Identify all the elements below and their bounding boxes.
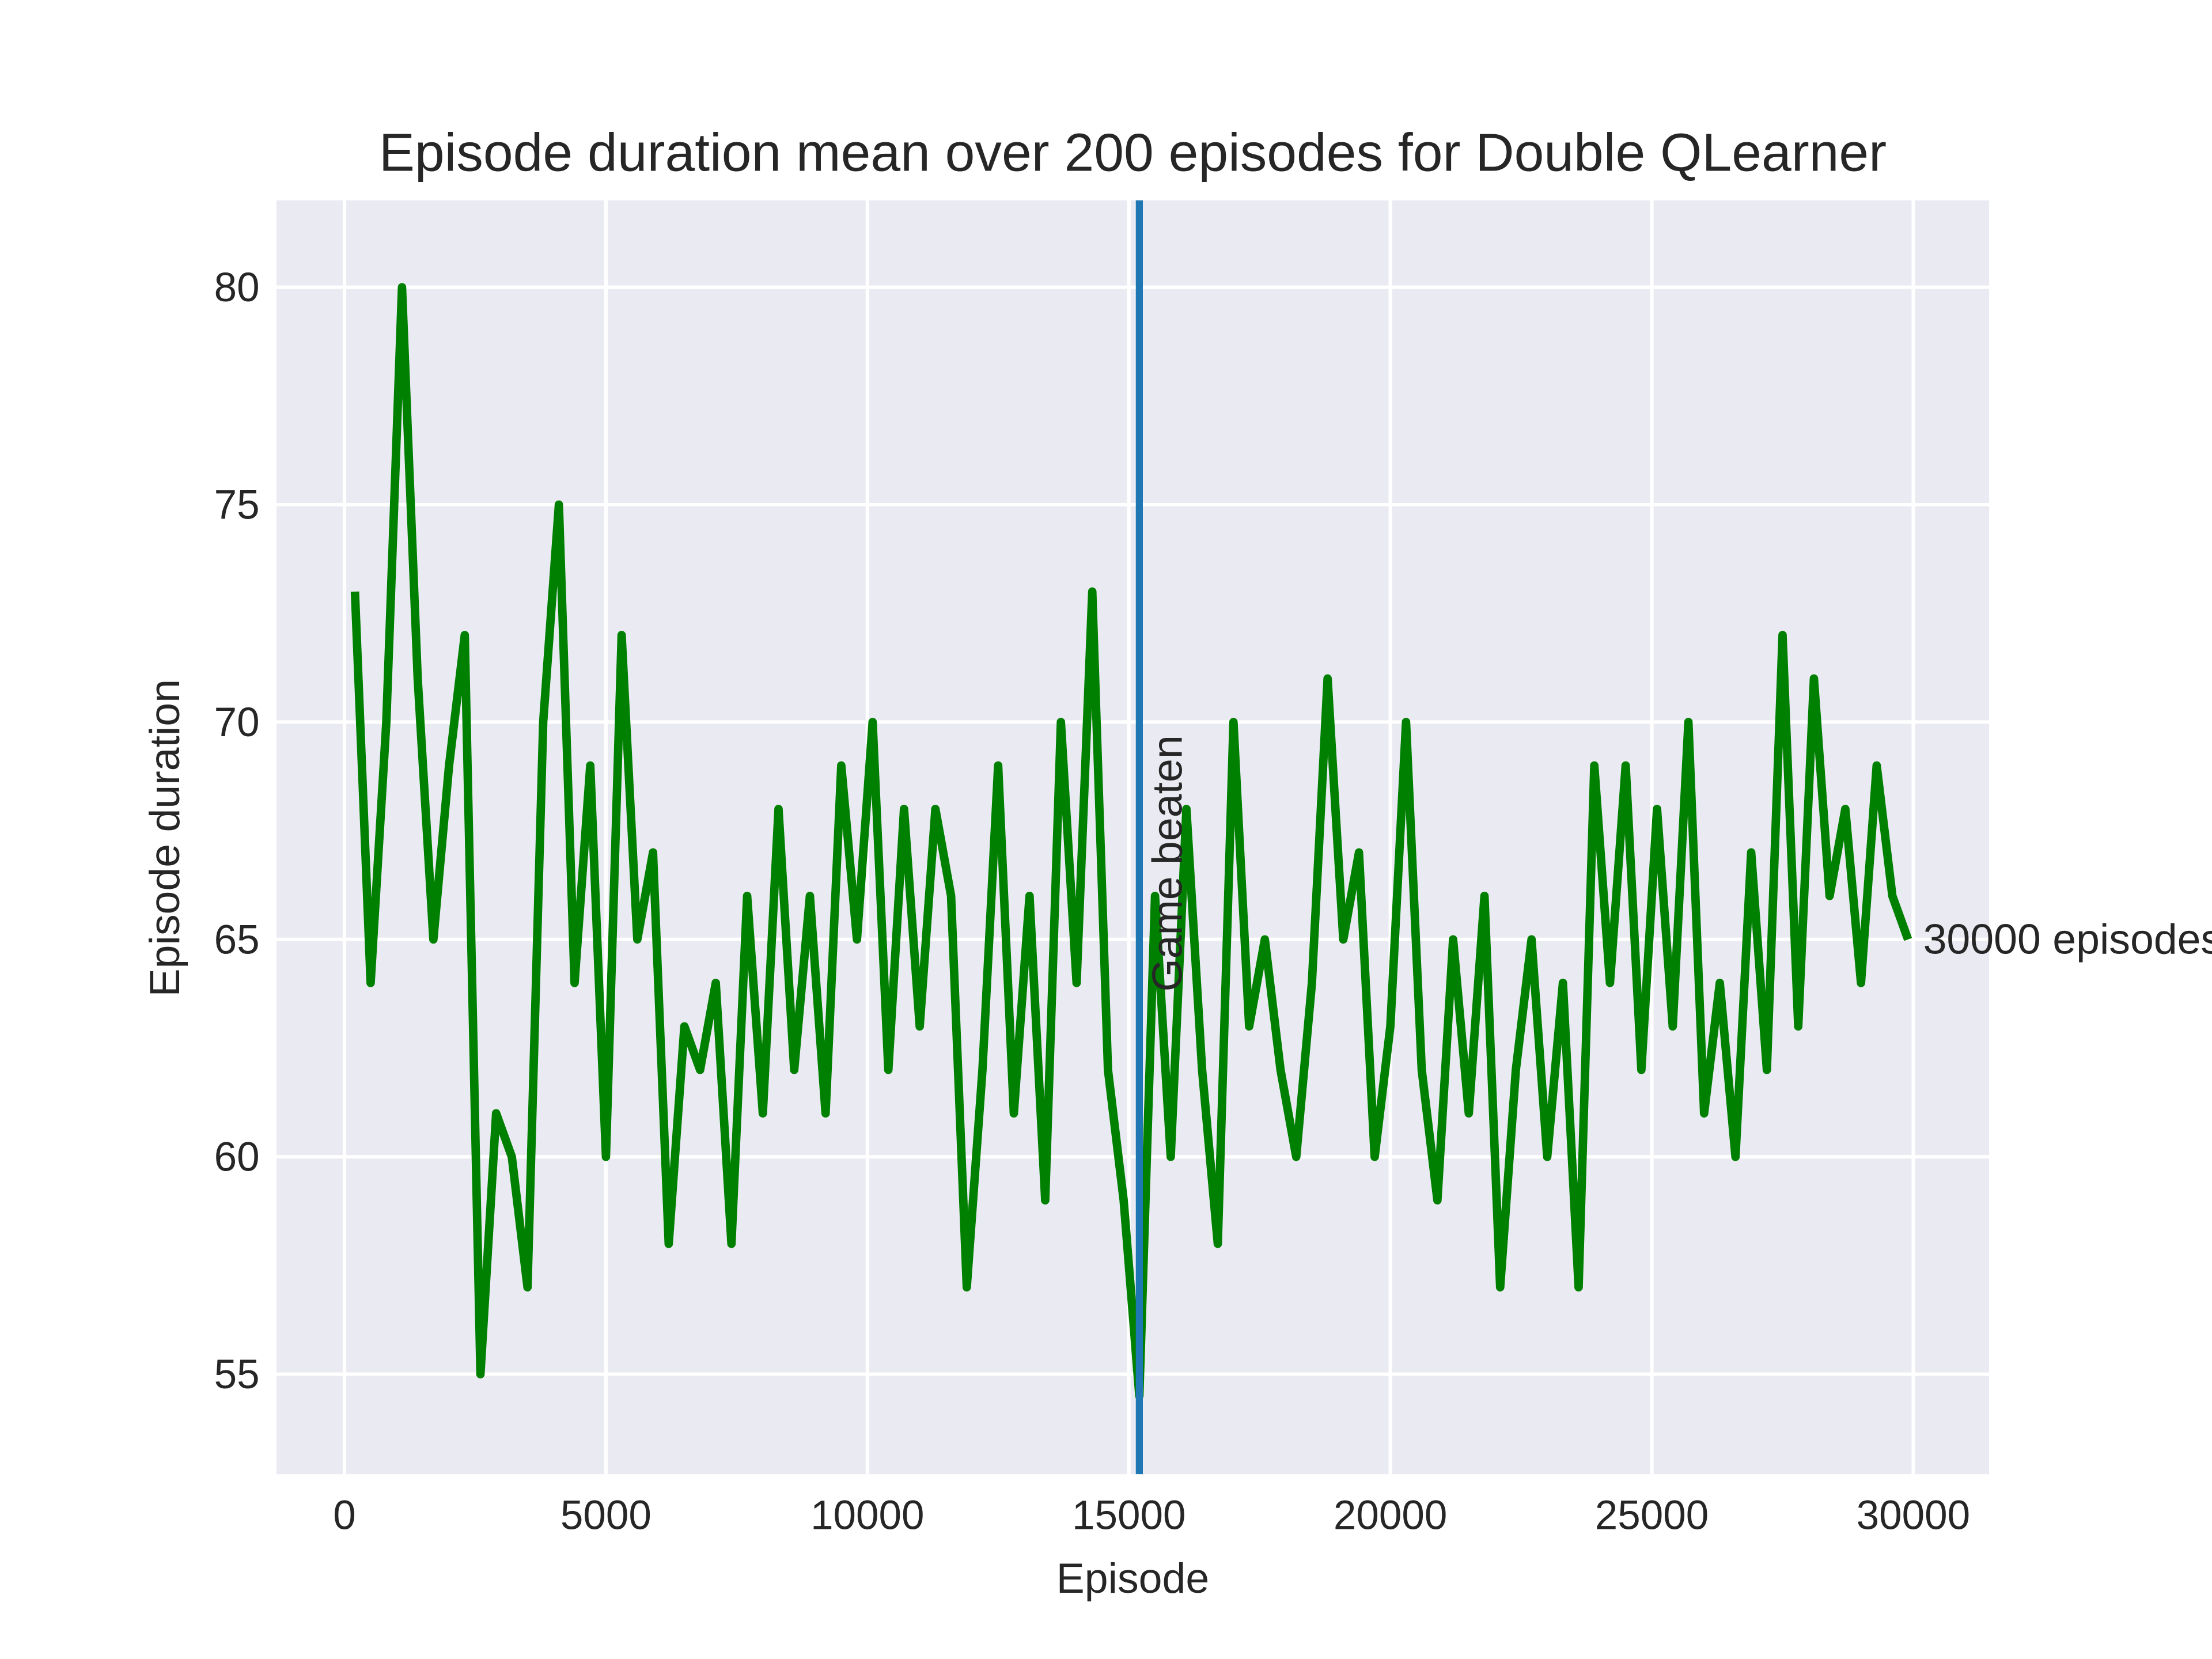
x-tick-label: 20000 (1334, 1493, 1447, 1539)
x-tick-label: 25000 (1595, 1493, 1709, 1539)
y-axis-label: Episode duration (141, 679, 188, 997)
x-tick-label: 0 (333, 1493, 356, 1539)
data-line (350, 283, 1912, 1400)
annotation: Game beaten (1143, 735, 1191, 991)
x-tick-label: 5000 (560, 1493, 652, 1539)
chart-title: Episode duration mean over 200 episodes … (379, 122, 1887, 182)
y-tick-label: 60 (214, 1135, 260, 1180)
y-tick-label: 70 (214, 700, 260, 745)
x-tick-label: 30000 (1857, 1493, 1970, 1539)
y-tick-label: 65 (214, 917, 260, 963)
x-tick-label: 10000 (810, 1493, 924, 1539)
y-tick-label: 80 (214, 265, 260, 310)
y-tick-label: 75 (214, 483, 260, 528)
annotation: 30000 episodes (1923, 915, 2212, 963)
y-tick-label: 55 (214, 1352, 260, 1397)
x-axis-label: Episode (1056, 1554, 1209, 1602)
x-tick-label: 15000 (1072, 1493, 1185, 1539)
